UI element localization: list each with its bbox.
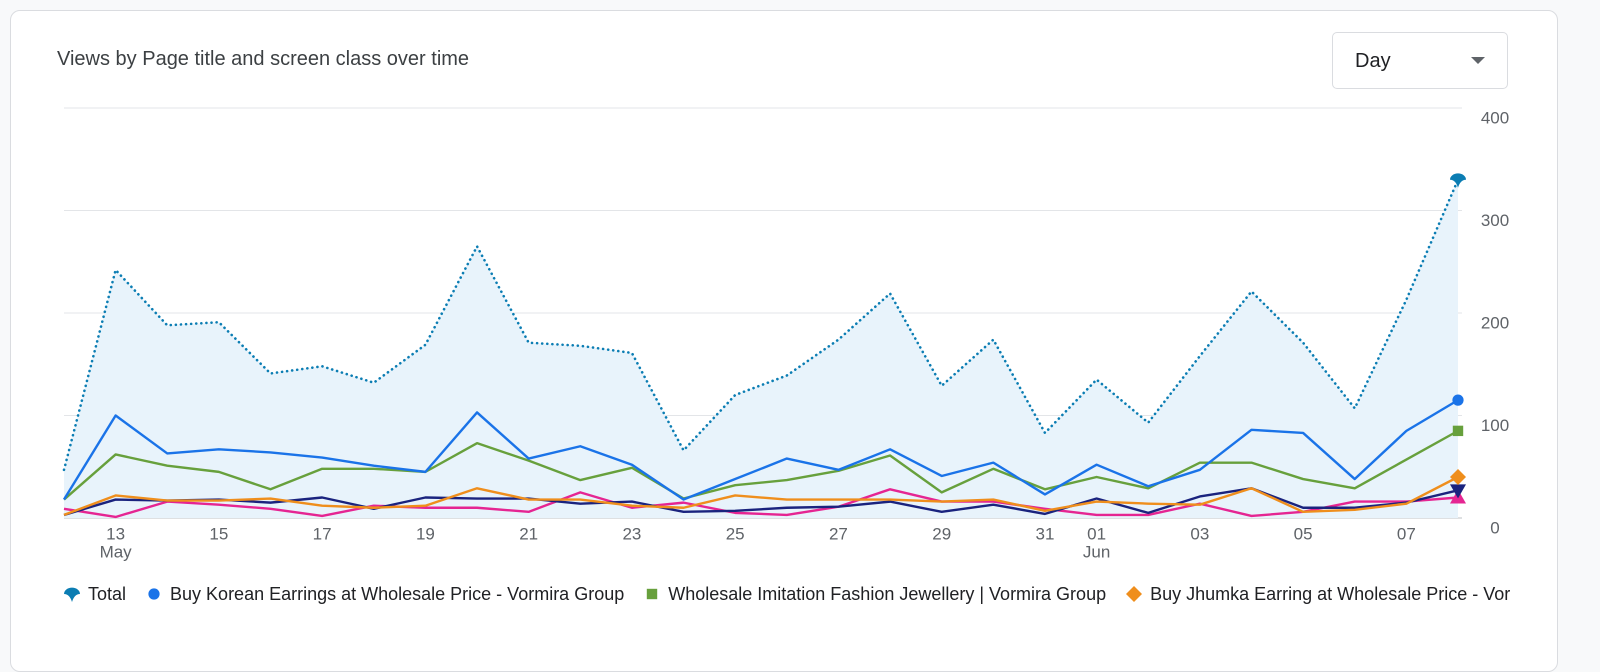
marker	[1126, 586, 1143, 602]
marker	[1452, 394, 1464, 406]
series-line	[62, 178, 1460, 472]
y-tick-label: 300	[1481, 211, 1509, 230]
x-tick-label: 19	[416, 524, 435, 543]
x-tick-label: 23	[622, 524, 641, 543]
marker	[64, 587, 80, 602]
legend-label: Buy Jhumka Earring at Wholesale Price - …	[1150, 583, 1510, 604]
x-tick-label: 13	[106, 524, 125, 543]
x-sublabel: May	[100, 542, 133, 561]
x-tick-label: 03	[1190, 524, 1209, 543]
granularity-dropdown[interactable]: Day	[1332, 32, 1508, 89]
marker	[1450, 173, 1466, 188]
marker	[1450, 484, 1466, 499]
y-tick-label: 200	[1481, 313, 1509, 332]
y-tick-label: 0	[1490, 518, 1499, 537]
x-sublabel: Jun	[1083, 542, 1110, 561]
legend-icon	[64, 587, 80, 602]
series-line	[63, 475, 1459, 517]
dropdown-value: Day	[1355, 50, 1391, 72]
y-tick-label: 400	[1481, 108, 1509, 127]
legend-item[interactable]: Total	[62, 580, 126, 608]
series-line	[62, 399, 1459, 501]
series-line	[63, 487, 1459, 517]
y-tick-label: 100	[1481, 416, 1509, 435]
legend-label: Wholesale Imitation Fashion Jewellery | …	[668, 583, 1107, 604]
x-tick-label: 15	[209, 524, 228, 543]
dropdown-caret	[1471, 57, 1485, 64]
area	[64, 179, 1458, 518]
x-tick-label: 07	[1397, 524, 1416, 543]
x-tick-label: 31	[1036, 524, 1055, 543]
marker	[1452, 425, 1464, 437]
chart-title: Views by Page title and screen class ove…	[57, 48, 470, 70]
x-tick-label: 01	[1087, 524, 1106, 543]
series-line	[63, 429, 1459, 501]
marker	[647, 588, 658, 600]
legend-label: Total	[88, 583, 127, 604]
x-tick-label: 17	[313, 524, 332, 543]
series-line	[63, 488, 1459, 519]
marker	[148, 588, 160, 600]
legend-item[interactable]: Buy Korean Earrings at Wholesale Price -…	[144, 580, 624, 608]
legend-icon	[1126, 586, 1143, 602]
marker	[1450, 469, 1466, 485]
legend-label: Buy Korean Earrings at Wholesale Price -…	[170, 583, 625, 604]
x-tick-label: 27	[829, 524, 848, 543]
x-tick-label: 21	[519, 524, 538, 543]
x-tick-label: 29	[932, 524, 951, 543]
legend-item[interactable]: Buy Jhumka Earring at Wholesale Price - …	[1124, 580, 1510, 608]
legend-icon	[148, 588, 160, 600]
legend: Total Buy Korean Earrings at Wholesale Pr…	[62, 580, 1510, 608]
legend-icon	[647, 588, 658, 600]
legend-item[interactable]: Wholesale Imitation Fashion Jewellery | …	[642, 580, 1106, 608]
x-tick-label: 25	[726, 524, 745, 543]
x-tick-label: 05	[1294, 524, 1313, 543]
